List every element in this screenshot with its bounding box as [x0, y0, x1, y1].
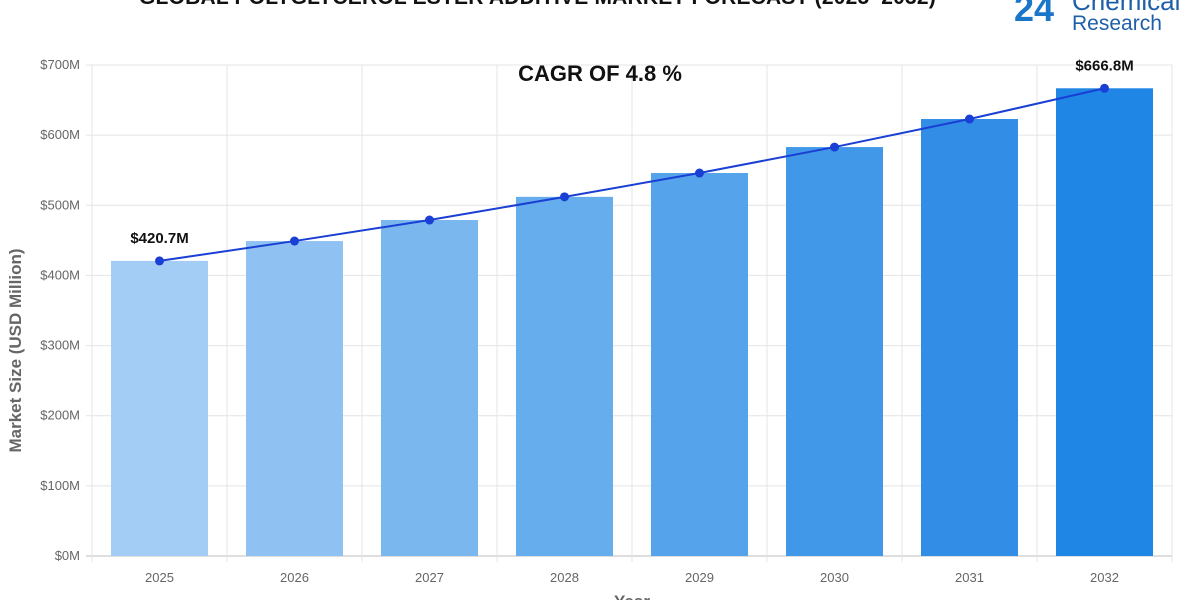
- x-axis-title: Year: [614, 592, 650, 600]
- y-tick-label: $300M: [40, 338, 80, 353]
- bar-2032: [1056, 88, 1153, 557]
- y-tick-label: $200M: [40, 408, 80, 423]
- x-tick-label: 2027: [415, 570, 444, 585]
- trend-point: [560, 192, 569, 202]
- trend-point: [965, 114, 974, 124]
- bar-2029: [651, 173, 748, 556]
- x-tick-label: 2028: [550, 570, 579, 585]
- trend-line-group: [155, 83, 1109, 266]
- trend-point: [695, 168, 704, 178]
- y-tick-label: $0M: [55, 548, 80, 563]
- trend-line: [159, 87, 1105, 262]
- logo-word-chemical: Chemical: [1072, 0, 1181, 16]
- logo-word-research: Research: [1072, 12, 1162, 35]
- y-tick-label: $600M: [40, 127, 80, 142]
- bars: [111, 88, 1153, 557]
- data-label: $420.7M: [130, 230, 188, 247]
- cagr-annotation: CAGR OF 4.8 %: [518, 61, 682, 86]
- y-tick-label: $500M: [40, 197, 80, 212]
- x-tick-label: 2031: [955, 570, 984, 585]
- x-tick-label: 2026: [280, 570, 309, 585]
- x-tick-label: 2029: [685, 570, 714, 585]
- bar-2030: [786, 147, 883, 556]
- bar-2026: [246, 241, 343, 556]
- trend-point: [290, 236, 299, 246]
- trend-point: [1100, 83, 1109, 93]
- y-axis-title: Market Size (USD Million): [6, 248, 25, 452]
- data-label: $666.8M: [1075, 57, 1133, 74]
- trend-point: [830, 142, 839, 152]
- company-logo: 24 Chemical Research: [1010, 0, 1200, 40]
- chart-title: GLOBAL POLYGLYCEROL ESTER ADDITIVE MARKE…: [0, 0, 1075, 10]
- logo-number: 24: [1014, 0, 1055, 29]
- x-tick-label: 2030: [820, 570, 849, 585]
- bar-2031: [921, 119, 1018, 556]
- y-tick-label: $100M: [40, 478, 80, 493]
- bar-2028: [516, 196, 613, 556]
- chart-labels: $0M $100M $200M $300M $400M $500M $600M $700M 20…: [6, 57, 1134, 600]
- bar-2025: [111, 260, 208, 556]
- x-tick-label: 2032: [1090, 570, 1119, 585]
- y-tick-label: $700M: [40, 57, 80, 72]
- trend-point: [155, 256, 164, 266]
- x-tick-label: 2025: [145, 570, 174, 585]
- y-tick-label: $400M: [40, 267, 80, 282]
- bar-2027: [381, 220, 478, 556]
- trend-point: [425, 215, 434, 225]
